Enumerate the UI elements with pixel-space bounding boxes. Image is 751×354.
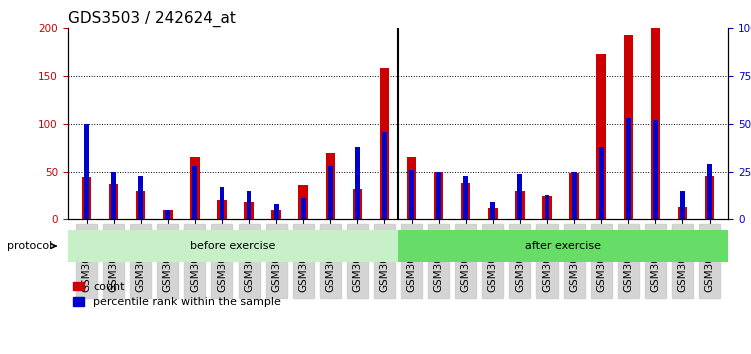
Bar — [328, 166, 333, 219]
Bar — [623, 35, 633, 219]
Bar — [326, 153, 335, 219]
Bar — [298, 185, 308, 219]
Bar — [572, 172, 577, 219]
Bar — [517, 173, 523, 219]
Bar — [271, 210, 281, 219]
Bar — [382, 132, 387, 219]
Bar — [355, 147, 360, 219]
Bar — [650, 28, 660, 219]
Bar — [488, 208, 498, 219]
Bar — [490, 202, 495, 219]
Bar — [111, 172, 116, 219]
Bar — [136, 191, 146, 219]
Text: after exercise: after exercise — [525, 241, 602, 251]
Bar — [301, 199, 306, 219]
Bar — [138, 176, 143, 219]
Bar — [677, 207, 687, 219]
Bar — [463, 176, 468, 219]
Bar — [246, 191, 252, 219]
Text: before exercise: before exercise — [190, 241, 276, 251]
Bar — [407, 157, 416, 219]
Bar — [82, 177, 92, 219]
Bar — [84, 124, 89, 219]
Bar — [707, 164, 712, 219]
Bar — [244, 202, 254, 219]
Bar — [219, 187, 225, 219]
FancyBboxPatch shape — [398, 230, 728, 262]
Bar — [653, 120, 658, 219]
Bar — [515, 191, 525, 219]
Bar — [163, 210, 173, 219]
Bar — [599, 147, 604, 219]
Bar — [544, 195, 550, 219]
Bar — [192, 166, 198, 219]
Bar — [109, 184, 119, 219]
Legend: count, percentile rank within the sample: count, percentile rank within the sample — [73, 282, 281, 308]
Bar — [596, 54, 606, 219]
Bar — [680, 191, 685, 219]
Bar — [704, 176, 714, 219]
Bar — [273, 204, 279, 219]
Bar — [217, 200, 227, 219]
Bar — [165, 210, 170, 219]
Bar — [353, 189, 362, 219]
Text: protocol: protocol — [7, 241, 56, 251]
Bar — [542, 195, 552, 219]
Text: GDS3503 / 242624_at: GDS3503 / 242624_at — [68, 11, 236, 27]
Bar — [569, 173, 579, 219]
Bar — [461, 183, 470, 219]
Bar — [190, 157, 200, 219]
Bar — [436, 172, 441, 219]
Bar — [434, 172, 443, 219]
Bar — [409, 170, 414, 219]
FancyBboxPatch shape — [68, 230, 398, 262]
Bar — [380, 68, 389, 219]
Bar — [626, 118, 631, 219]
